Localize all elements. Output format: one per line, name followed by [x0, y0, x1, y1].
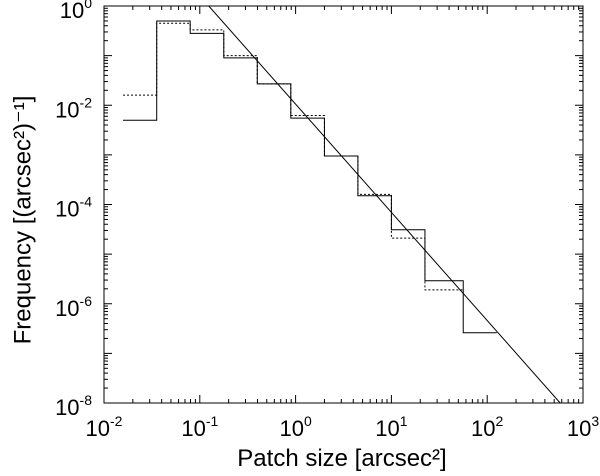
plot-frame	[103, 5, 584, 404]
x-axis-label: Patch size [arcsec²]	[237, 445, 446, 472]
x-tick-label: 103	[567, 413, 599, 441]
y-tick-label: 10-8	[55, 392, 92, 420]
series-dotted-step-1	[123, 22, 464, 291]
x-tick-label: 102	[471, 413, 503, 441]
x-tick-label: 100	[279, 413, 311, 441]
plot-area: 10-2 10-1 100 101 102 103 10-8 10-6 10-4 10-2 100	[55, 0, 599, 441]
x-tick-label: 10-2	[86, 413, 123, 441]
x-tick-label: 101	[375, 413, 407, 441]
y-tick-label: 10-2	[55, 94, 92, 122]
x-tick-label: 10-1	[181, 413, 218, 441]
y-tick-label: 100	[60, 0, 92, 23]
series-solid-step-0	[123, 20, 497, 334]
y-tick-label: 10-6	[55, 293, 92, 321]
y-axis-label: Frequency [(arcsec²)⁻¹]	[9, 96, 36, 345]
y-axis-label-text: Frequency [(arcsec²)⁻¹]	[9, 96, 36, 345]
y-tick-label: 10-4	[55, 194, 92, 222]
series-fit-line-2	[208, 6, 561, 403]
